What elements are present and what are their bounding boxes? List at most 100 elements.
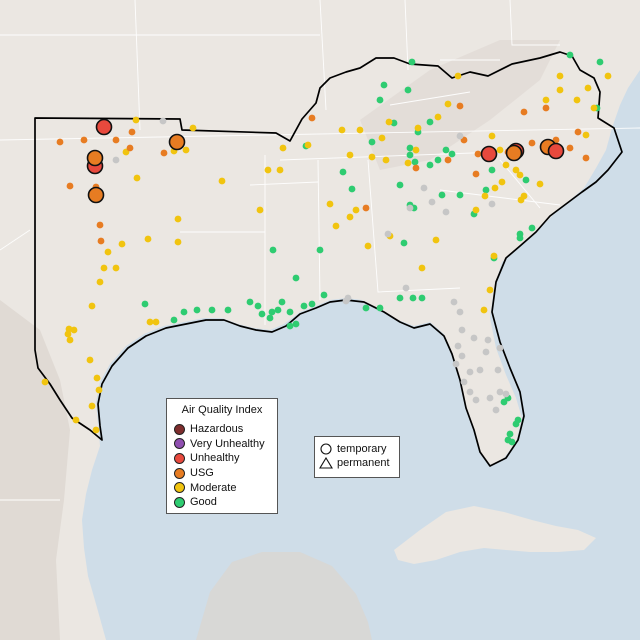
monitor-marker-moderate[interactable] <box>404 159 412 167</box>
monitor-marker-moderate[interactable] <box>472 206 480 214</box>
monitor-marker-moderate[interactable] <box>590 104 598 112</box>
monitor-marker-moderate[interactable] <box>382 156 390 164</box>
monitor-marker-moderate[interactable] <box>279 144 287 152</box>
monitor-marker-good[interactable] <box>170 316 178 324</box>
monitor-marker-no-data[interactable] <box>442 208 450 216</box>
monitor-marker-moderate[interactable] <box>88 302 96 310</box>
monitor-marker-no-data[interactable] <box>458 326 466 334</box>
monitor-marker-no-data[interactable] <box>454 342 462 350</box>
monitor-marker-moderate[interactable] <box>146 318 154 326</box>
monitor-marker-moderate[interactable] <box>573 96 581 104</box>
monitor-marker-usg[interactable] <box>80 136 88 144</box>
temporary-monitor-usg[interactable] <box>505 144 523 162</box>
temporary-monitor-usg[interactable] <box>87 186 105 204</box>
monitor-marker-usg[interactable] <box>112 136 120 144</box>
monitor-marker-moderate[interactable] <box>118 240 126 248</box>
monitor-marker-good[interactable] <box>193 306 201 314</box>
monitor-marker-usg[interactable] <box>160 149 168 157</box>
monitor-marker-good[interactable] <box>418 294 426 302</box>
monitor-marker-no-data[interactable] <box>450 298 458 306</box>
monitor-marker-moderate[interactable] <box>152 318 160 326</box>
monitor-marker-usg[interactable] <box>56 138 64 146</box>
monitor-marker-good[interactable] <box>488 166 496 174</box>
monitor-marker-moderate[interactable] <box>488 132 496 140</box>
monitor-marker-usg[interactable] <box>66 182 74 190</box>
monitor-marker-no-data[interactable] <box>384 230 392 238</box>
monitor-marker-good[interactable] <box>516 234 524 242</box>
monitor-marker-moderate[interactable] <box>66 336 74 344</box>
monitor-marker-good[interactable] <box>406 144 414 152</box>
monitor-marker-moderate[interactable] <box>542 96 550 104</box>
monitor-marker-no-data[interactable] <box>344 294 352 302</box>
monitor-marker-good[interactable] <box>408 58 416 66</box>
monitor-marker-good[interactable] <box>409 294 417 302</box>
monitor-marker-moderate[interactable] <box>346 213 354 221</box>
monitor-marker-good[interactable] <box>266 314 274 322</box>
monitor-marker-moderate[interactable] <box>41 378 49 386</box>
monitor-marker-no-data[interactable] <box>488 200 496 208</box>
monitor-marker-good[interactable] <box>566 51 574 59</box>
monitor-marker-usg[interactable] <box>96 221 104 229</box>
monitor-marker-good[interactable] <box>400 239 408 247</box>
monitor-marker-moderate[interactable] <box>604 72 612 80</box>
monitor-marker-moderate[interactable] <box>96 278 104 286</box>
monitor-marker-moderate[interactable] <box>338 126 346 134</box>
monitor-marker-no-data[interactable] <box>159 117 167 125</box>
monitor-marker-good[interactable] <box>456 191 464 199</box>
monitor-marker-moderate[interactable] <box>112 264 120 272</box>
monitor-marker-no-data[interactable] <box>458 352 466 360</box>
monitor-marker-no-data[interactable] <box>466 368 474 376</box>
monitor-marker-good[interactable] <box>316 246 324 254</box>
monitor-marker-moderate[interactable] <box>326 200 334 208</box>
monitor-marker-moderate[interactable] <box>64 330 72 338</box>
monitor-marker-moderate[interactable] <box>582 131 590 139</box>
monitor-marker-moderate[interactable] <box>88 402 96 410</box>
monitor-marker-moderate[interactable] <box>444 100 452 108</box>
monitor-marker-no-data[interactable] <box>452 360 460 368</box>
monitor-marker-moderate[interactable] <box>72 416 80 424</box>
monitor-marker-good[interactable] <box>376 304 384 312</box>
monitor-marker-good[interactable] <box>362 304 370 312</box>
monitor-marker-good[interactable] <box>208 306 216 314</box>
monitor-marker-moderate[interactable] <box>92 426 100 434</box>
monitor-marker-usg[interactable] <box>520 108 528 116</box>
monitor-marker-moderate[interactable] <box>486 286 494 294</box>
monitor-marker-good[interactable] <box>368 138 376 146</box>
monitor-marker-good[interactable] <box>268 308 276 316</box>
monitor-marker-good[interactable] <box>376 96 384 104</box>
monitor-marker-good[interactable] <box>506 430 514 438</box>
monitor-marker-no-data[interactable] <box>456 132 464 140</box>
monitor-marker-good[interactable] <box>411 158 419 166</box>
monitor-marker-usg[interactable] <box>582 154 590 162</box>
monitor-marker-moderate[interactable] <box>498 178 506 186</box>
monitor-marker-no-data[interactable] <box>406 204 414 212</box>
monitor-marker-usg[interactable] <box>574 128 582 136</box>
monitor-marker-moderate[interactable] <box>584 84 592 92</box>
temporary-monitor-unhealthy[interactable] <box>547 142 565 160</box>
temporary-monitor-usg[interactable] <box>86 149 104 167</box>
monitor-marker-moderate[interactable] <box>480 306 488 314</box>
monitor-marker-moderate[interactable] <box>356 126 364 134</box>
monitor-marker-usg[interactable] <box>542 104 550 112</box>
monitor-marker-usg[interactable] <box>528 139 536 147</box>
monitor-marker-good[interactable] <box>380 81 388 89</box>
monitor-marker-no-data[interactable] <box>496 388 504 396</box>
monitor-marker-moderate[interactable] <box>496 146 504 154</box>
monitor-marker-usg[interactable] <box>566 144 574 152</box>
monitor-marker-good[interactable] <box>442 146 450 154</box>
monitor-marker-usg[interactable] <box>444 156 452 164</box>
monitor-marker-no-data[interactable] <box>112 156 120 164</box>
monitor-marker-good[interactable] <box>482 186 490 194</box>
monitor-marker-good[interactable] <box>522 176 530 184</box>
monitor-marker-moderate[interactable] <box>304 141 312 149</box>
monitor-marker-moderate[interactable] <box>536 180 544 188</box>
monitor-marker-no-data[interactable] <box>402 284 410 292</box>
monitor-marker-moderate[interactable] <box>502 161 510 169</box>
monitor-marker-moderate[interactable] <box>378 134 386 142</box>
monitor-marker-moderate[interactable] <box>516 171 524 179</box>
monitor-marker-moderate[interactable] <box>352 206 360 214</box>
monitor-marker-good[interactable] <box>438 191 446 199</box>
monitor-marker-good[interactable] <box>512 420 520 428</box>
monitor-marker-moderate[interactable] <box>346 151 354 159</box>
monitor-marker-moderate[interactable] <box>481 192 489 200</box>
